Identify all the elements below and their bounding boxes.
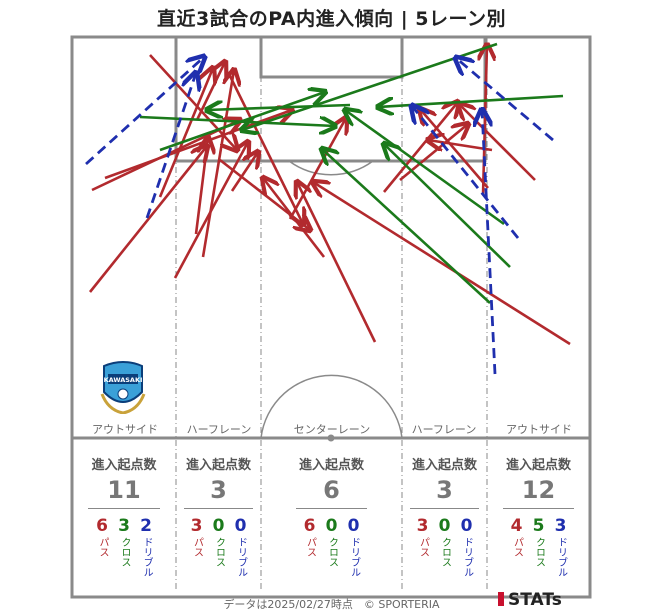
- dribble-label: ドリブル: [461, 537, 473, 577]
- pass-label: パス: [304, 537, 316, 557]
- entry-count-caption: 進入起点数: [411, 458, 477, 473]
- entry-count-total: 3: [210, 476, 227, 504]
- dribble-count: 0: [234, 516, 247, 536]
- dribble-count: 2: [140, 516, 152, 536]
- dribble-label: ドリブル: [555, 537, 567, 577]
- dribble-label: ドリブル: [235, 537, 247, 577]
- pass-count: 3: [416, 516, 429, 536]
- dribble-count: 3: [554, 516, 567, 536]
- cross-count: 5: [532, 516, 545, 536]
- cross-count: 0: [325, 516, 338, 536]
- lane-stats: 進入起点数 11 6 パス 3 クロス 2 ドリブル 進入起点数 3 3 パス 0 クロス…: [72, 440, 590, 595]
- dribble-label: ドリブル: [141, 537, 152, 577]
- pass-label: パス: [417, 537, 429, 557]
- entry-count-caption: 進入起点数: [505, 458, 571, 473]
- stats-column-center: 進入起点数 6 6 パス 0 クロス 0 ドリブル: [261, 440, 402, 595]
- cross-label: クロス: [439, 537, 451, 567]
- cross-label: クロス: [213, 537, 225, 567]
- entry-count-caption: 進入起点数: [91, 458, 157, 473]
- lane-label-left-halfspace: ハーフレーン: [186, 423, 252, 436]
- pass-count: 3: [190, 516, 203, 536]
- pass-label: パス: [511, 537, 523, 557]
- cross-count: 0: [212, 516, 225, 536]
- cross-count: 0: [438, 516, 451, 536]
- dribble-arrows: [85, 57, 554, 375]
- pass-count: 6: [96, 516, 108, 536]
- club-emblem: KAWASAKI: [100, 361, 146, 414]
- pass-count: 4: [510, 516, 523, 536]
- pass-arrows: [88, 45, 571, 346]
- lane-dividers: [175, 37, 488, 592]
- pass-count: 6: [303, 516, 316, 536]
- dribble-count: 0: [347, 516, 360, 536]
- lane-label-right-halfspace: ハーフレーン: [411, 423, 477, 436]
- cross-count: 3: [118, 516, 130, 536]
- entry-count-total: 3: [436, 476, 453, 504]
- cross-label: クロス: [533, 537, 545, 567]
- brand-text: STATs: [508, 590, 562, 610]
- stats-column-left-outside: 進入起点数 11 6 パス 3 クロス 2 ドリブル: [72, 440, 176, 595]
- pass-label: パス: [97, 537, 108, 557]
- chart-title: 直近3試合のPA内進入傾向 | 5レーン別: [156, 8, 507, 30]
- stats-column-left-halfspace: 進入起点数 3 3 パス 0 クロス 0 ドリブル: [176, 440, 261, 595]
- stats-column-right-halfspace: 進入起点数 3 3 パス 0 クロス 0 ドリブル: [402, 440, 487, 595]
- cross-label: クロス: [326, 537, 338, 567]
- footer-credit: データは2025/02/27時点 © SPORTERIA: [223, 598, 440, 611]
- dribble-label: ドリブル: [348, 537, 360, 577]
- lane-label-center: センターレーン: [293, 423, 371, 436]
- emblem-text: KAWASAKI: [104, 376, 143, 384]
- dribble-count: 0: [460, 516, 473, 536]
- lane-label-right-outside: アウトサイド: [506, 423, 572, 436]
- entry-count-caption: 進入起点数: [298, 458, 364, 473]
- pass-label: パス: [191, 537, 203, 557]
- entry-count-total: 12: [521, 476, 556, 504]
- lane-label-left-outside: アウトサイド: [92, 423, 158, 436]
- entry-count-total: 6: [323, 476, 340, 504]
- brand-mark-icon: [498, 592, 504, 606]
- cross-label: クロス: [119, 537, 130, 567]
- brand-logo: STATs: [498, 590, 562, 610]
- entry-count-total: 11: [107, 476, 141, 504]
- stats-column-right-outside: 進入起点数 12 4 パス 5 クロス 3 ドリブル: [487, 440, 590, 595]
- entry-count-caption: 進入起点数: [185, 458, 251, 473]
